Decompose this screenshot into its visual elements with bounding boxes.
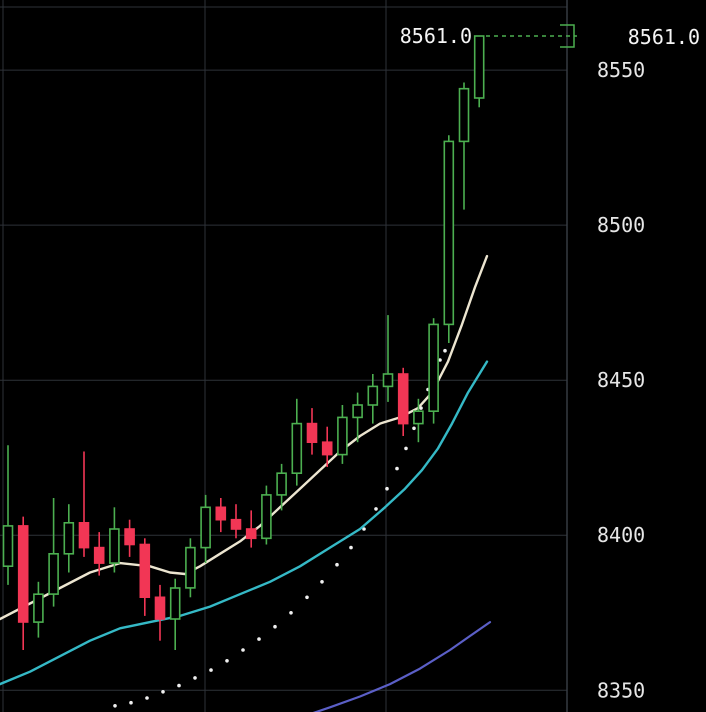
ma-slow-line — [312, 620, 492, 712]
candle-body — [33, 593, 44, 623]
axis-last-price-label: 8561.0 — [627, 25, 700, 49]
sar-dot — [305, 595, 309, 600]
y-axis-tick-label: 8450 — [597, 368, 645, 392]
sar-dot — [209, 668, 213, 672]
price-axis[interactable] — [567, 0, 706, 712]
candle-body — [458, 87, 470, 143]
y-axis-tick-label: 8400 — [597, 523, 645, 547]
candle-body — [428, 323, 439, 412]
candle-body — [382, 373, 394, 388]
sar-dot — [273, 624, 277, 629]
sar-dot — [193, 676, 197, 680]
sar-dot — [145, 696, 149, 700]
candle-body — [245, 528, 257, 540]
sar-dot — [289, 611, 293, 615]
candle-body — [443, 140, 455, 326]
sar-dot — [177, 683, 181, 688]
candle-body — [230, 518, 242, 530]
candle-body — [261, 494, 272, 540]
sar-dot — [385, 486, 389, 491]
candle-body — [93, 546, 105, 564]
ma-fast-line — [0, 254, 489, 621]
candle-body — [109, 528, 120, 564]
candle-body — [276, 472, 287, 496]
candle-body — [48, 552, 59, 595]
candle-body — [337, 416, 348, 456]
candle-body — [413, 410, 424, 425]
sar-dot — [257, 637, 261, 641]
candle-body — [78, 521, 90, 549]
sar-dot — [320, 580, 324, 584]
candle-body — [215, 506, 227, 521]
sar-dot — [404, 446, 408, 451]
sar-dot — [349, 545, 353, 550]
y-axis-tick-label: 8500 — [597, 213, 645, 237]
candle-body — [63, 521, 75, 555]
ma-mid-line — [0, 360, 489, 686]
candle-body — [200, 506, 211, 549]
candle-body — [124, 528, 135, 546]
sar-dot — [438, 358, 442, 362]
sar-dot — [412, 426, 416, 431]
candle-body — [306, 422, 318, 444]
candle-body — [352, 404, 363, 419]
sar-dot — [161, 690, 165, 694]
sar-dot — [241, 648, 245, 652]
sar-dot — [113, 704, 117, 708]
sar-dot — [225, 659, 229, 663]
sar-dot — [129, 700, 133, 705]
candle-body — [17, 525, 29, 623]
y-axis-tick-label: 8550 — [597, 58, 645, 82]
candle-body — [169, 587, 181, 620]
candle-body — [397, 373, 409, 425]
last-price-axis-marker — [560, 24, 575, 48]
candle-body — [2, 525, 14, 568]
sar-dot — [335, 562, 339, 567]
sar-dot — [374, 507, 378, 511]
candle-body — [321, 441, 333, 456]
sar-dot — [395, 466, 399, 471]
last-price-annotation: 8561.0 — [399, 24, 472, 48]
candle-body — [291, 422, 303, 475]
candle-body — [367, 385, 379, 406]
candle-body — [154, 596, 166, 620]
sar-dot — [443, 348, 447, 353]
candle-body — [473, 35, 485, 99]
y-axis-tick-label: 8350 — [597, 678, 645, 702]
sar-dot — [362, 527, 366, 531]
candle-body — [139, 543, 151, 599]
candle-body — [185, 546, 196, 589]
